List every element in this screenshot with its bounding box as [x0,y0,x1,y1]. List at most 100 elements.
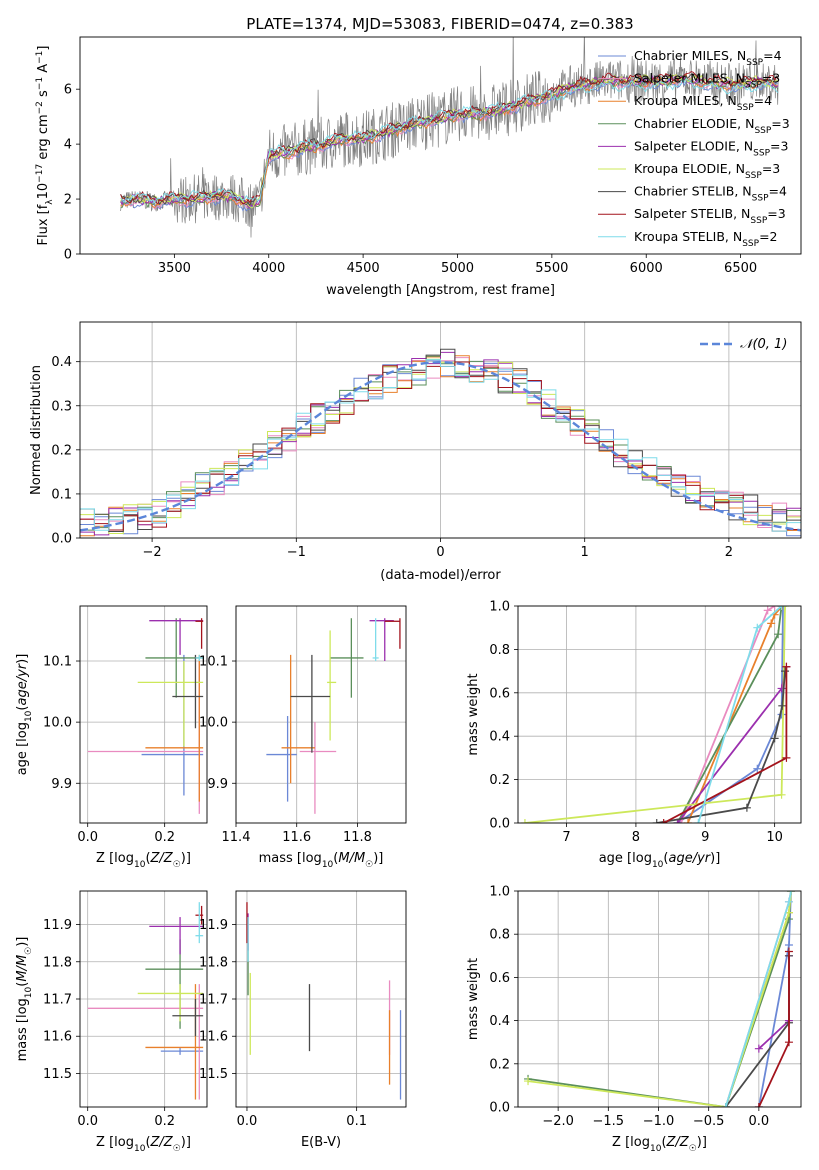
x-tick-label: −2.0 [542,1114,574,1129]
model-spectrum-chabrier-stelib [120,73,779,207]
error-point-kroupa-elodie [327,630,337,741]
legend-label: Chabrier STELIB, NSSP=4 [634,184,787,204]
label-part: Z/Z [150,1135,174,1150]
axes-frame [79,605,208,824]
label-part: Kroupa STELIB, N [634,229,742,244]
y-axis-label: Normed distribution [29,365,44,495]
label-part: SSP [752,194,769,204]
y-tick-label: 11.5 [43,1067,72,1082]
y-tick-label: 0.2 [489,773,510,788]
model-spectrum-salpeter-elodie [120,73,779,210]
mass-weight-marker [683,819,692,823]
x-tick-label: 7 [562,830,570,845]
x-tick-label: 11.8 [343,830,372,845]
y-tick-label: 0.8 [489,643,510,658]
mass-weight-series-salpeter-miles [677,606,779,823]
label-part: erg cm [36,114,51,163]
y-tick-label: 0 [64,248,72,263]
legend-label: Kroupa STELIB, NSSP=2 [634,229,778,249]
x-tick-label: 10 [766,830,783,845]
y-tick-label: 0.8 [489,928,510,943]
label-part: E(B-V) [301,1135,341,1150]
x-tick-label: −1.5 [593,1114,625,1129]
plot-area [87,618,204,814]
mass-weight-marker [786,891,795,895]
error-point-chabrier-elodie [145,618,204,698]
mass-weight-marker [754,1103,763,1107]
label-part: )] [181,1135,191,1150]
y-tick-label: 9.9 [207,777,228,792]
label-part: age [log [15,722,30,775]
x-tick-label: 0.0 [237,1114,258,1129]
x-axis-label: wavelength [Angstrom, rest frame] [326,283,555,298]
label-part: λ [45,199,55,205]
y-axis-label: age [log10(age/yr)] [15,654,34,776]
x-tick-label: −1 [287,545,306,560]
error-point-kroupa-stelib [195,654,204,662]
y-tick-label: 1.0 [489,600,510,615]
label-part: −17 [35,164,45,183]
x-tick-label: 6000 [630,261,663,276]
y-tick-label: 11.7 [43,993,72,1008]
mass-weight-marker [763,606,772,615]
mass-weight-marker [753,764,762,773]
mass-weight-marker [659,819,668,823]
label-part: =2 [759,229,777,244]
label-part: =3 [770,138,788,153]
label-part: mass [log [259,851,322,866]
plot-area [520,606,791,823]
label-part: =3 [771,116,789,131]
axes-frame-group: 11.4 11.6 11.8 9.9 10.0 10.1 mass [log10(M/M☉)… [199,605,407,870]
mass-weight-marker [767,619,776,628]
plot-area [80,348,801,537]
axes-frame-group: 0.0 0.29.910.010.1Z [log10(Z/Z☉)]age [log… [15,605,208,870]
mass-weight-series-kroupa-stelib [721,891,795,1107]
mass-weight-series-kroupa-elodie [520,606,790,823]
label-part: )] [373,851,383,866]
error-point-kroupa-miles [145,654,204,802]
error-point-salpeter-elodie [149,618,204,655]
error-point-kroupa-stelib [372,618,379,662]
label-part: SSP [753,148,770,158]
axes-frame [235,605,407,824]
label-part: −1 [35,77,45,90]
y-tick-label: 0.4 [51,355,72,370]
legend-label: Salpeter STELIB, NSSP=3 [634,206,786,226]
mass-weight-marker [721,1103,730,1107]
label-part: ( [661,1135,666,1150]
label-part: Kroupa MILES, N [634,93,737,108]
mass-weight-marker [742,803,751,812]
mass-weight-marker [782,753,791,762]
error-point-chabrier-miles [266,716,297,802]
y-tick-label: 0.6 [489,686,510,701]
label-part: )] [181,851,191,866]
error-point-salpeter-miles [87,984,204,1100]
x-tick-label: 5000 [441,261,474,276]
label-part: Flux [f [36,204,51,245]
model-spectrum-chabrier-elodie [120,74,779,209]
mass-weight-marker [520,819,529,823]
y-tick-label: 2 [64,193,72,208]
label-part: 10 [322,860,334,870]
axes-frame-group: 0.0 0.1 11.5 11.6 11.7 11.8 11.9 E(B-V) [199,890,407,1150]
legend-label: Chabrier ELODIE, NSSP=3 [634,116,790,136]
x-tick-label: 0.2 [154,830,175,845]
panel-1: 3500 4000 4500 5000 5500 6000 6500 0 2 4 6 waveleng… [35,36,802,298]
mass-weight-marker [784,1038,793,1047]
error-point-salpeter-stelib [195,618,204,649]
label-part: )] [15,654,30,664]
mass-weight-marker [777,606,786,610]
mass-weight-marker [754,1044,763,1053]
y-tick-label: 11.9 [43,918,72,933]
label-part: Salpeter MILES, N [634,71,745,86]
axes-frame-group: 0.0 0.211.511.611.711.811.9Z [log10(Z/Z☉)… [15,890,208,1154]
label-part: ( [145,1135,150,1150]
mass-weight-series-kroupa-stelib [694,606,786,823]
label-part: SSP [754,126,771,136]
y-tick-label: 0.2 [51,443,72,458]
mass-weight-marker [753,623,762,632]
label-part: ☉ [173,1144,181,1154]
